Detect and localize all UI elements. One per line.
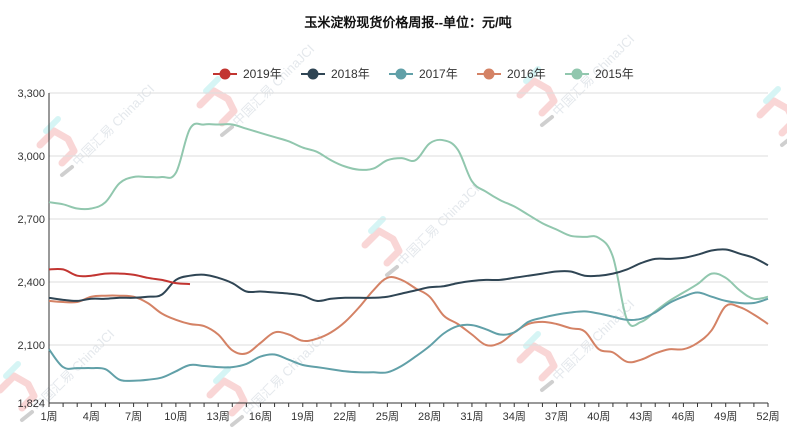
watermark-swoosh-red: [206, 377, 248, 417]
legend-label: 2018年: [331, 67, 370, 81]
x-tick-label: 25周: [376, 410, 399, 423]
x-tick-label: 37周: [545, 410, 568, 423]
series-layer: [48, 122, 769, 382]
y-tick-label: 1,824: [17, 398, 45, 410]
watermark-slash: [60, 165, 74, 177]
y-tick-label: 3,300: [17, 88, 45, 100]
watermark-slash: [220, 125, 234, 137]
watermark-slash: [780, 138, 787, 147]
watermark-slash: [230, 415, 244, 427]
watermark-swoosh-cyan: [368, 216, 386, 234]
legend-label: 2019年: [243, 67, 282, 81]
watermark-swoosh-red: [0, 372, 38, 412]
x-tick-label: 7周: [125, 410, 142, 423]
legend-label: 2015年: [595, 67, 634, 81]
watermark-logo: 中国汇易 ChinaJCI: [36, 81, 157, 177]
x-tick-label: 10周: [164, 410, 187, 423]
watermark-swoosh-cyan: [523, 66, 541, 84]
watermark-slash: [540, 380, 554, 392]
x-tick-label: 22周: [333, 410, 356, 423]
x-tick-label: 19周: [291, 410, 314, 423]
legend-marker-icon: [219, 68, 231, 80]
legend-label: 2016年: [507, 67, 546, 81]
legend-item-2017[interactable]: 2017年: [389, 67, 458, 81]
watermark-logo: 中国汇易 ChinaJCI: [361, 181, 483, 277]
legend-label: 2017年: [419, 67, 458, 81]
watermark-text: 中国汇易 ChinaJCI: [230, 41, 318, 129]
series-line-2016: [48, 276, 769, 364]
y-tick-label: 2,400: [17, 277, 45, 289]
x-tick-label: 52周: [756, 410, 779, 423]
x-tick-label: 34周: [503, 410, 526, 423]
watermark-swoosh-cyan: [3, 361, 21, 379]
x-tick-label: 1周: [40, 410, 57, 423]
y-tick-label: 3,000: [17, 151, 45, 163]
watermark-swoosh-cyan: [523, 331, 541, 349]
y-tick-label: 2,700: [17, 214, 45, 226]
watermark-swoosh-red: [756, 97, 787, 137]
x-tick-label: 31周: [460, 410, 483, 423]
series-line-2017: [48, 291, 769, 382]
watermark-swoosh-cyan: [213, 366, 231, 384]
legend-item-2016[interactable]: 2016年: [477, 67, 546, 81]
axes: 1,824 2,100 2,400 2,700 3,000 3,300 1周 4周 7周 10周 1…: [17, 88, 779, 423]
watermark-swoosh-cyan: [763, 86, 781, 104]
x-tick-label: 13周: [207, 410, 230, 423]
legend-marker-icon: [395, 68, 407, 80]
watermark-logo: 中国汇易 ChinaJCI: [516, 296, 637, 392]
watermark-slash: [20, 410, 34, 422]
legend-marker-icon: [307, 68, 319, 80]
watermark-logo: 中国汇易 ChinaJCI: [756, 86, 787, 147]
watermark-swoosh-red: [361, 227, 403, 267]
watermark-swoosh-cyan: [43, 116, 61, 134]
watermark-swoosh-red: [196, 87, 238, 127]
x-tick-label: 46周: [672, 410, 695, 423]
legend-marker-icon: [483, 68, 495, 80]
watermarks: 中国汇易 ChinaJCI 中国汇易 ChinaJCI 中国汇易 ChinaJCI 中…: [0, 31, 787, 427]
x-tick-label: 28周: [418, 410, 441, 423]
legend-marker-icon: [571, 68, 583, 80]
x-tick-label: 16周: [249, 410, 272, 423]
x-tick-label: 49周: [714, 410, 737, 423]
watermark-swoosh-cyan: [203, 76, 221, 94]
series-line-2018: [48, 248, 769, 303]
series-line-2015: [48, 122, 769, 327]
watermark-slash: [385, 265, 399, 277]
legend-item-2018[interactable]: 2018年: [301, 67, 370, 81]
x-tick-label: 4周: [83, 410, 100, 423]
watermark-swoosh-red: [516, 77, 558, 117]
legend-item-2019[interactable]: 2019年: [213, 67, 282, 81]
gridlines: [49, 92, 768, 346]
legend: 2019年 2018年 2017年 2016年 2015年: [213, 67, 634, 81]
y-tick-label: 2,100: [17, 340, 45, 352]
watermark-swoosh-red: [516, 342, 558, 382]
chart-title: 玉米淀粉现货价格周报--单位：元/吨: [304, 15, 511, 30]
x-tick-label: 43周: [629, 410, 652, 423]
watermark-text: 中国汇易 ChinaJCI: [395, 181, 483, 269]
x-tick-label: 40周: [587, 410, 610, 423]
legend-item-2015[interactable]: 2015年: [565, 67, 634, 81]
series-line-2019: [48, 267, 191, 286]
watermark-logo: 中国汇易 ChinaJCI: [196, 41, 318, 137]
watermark-slash: [540, 115, 554, 127]
